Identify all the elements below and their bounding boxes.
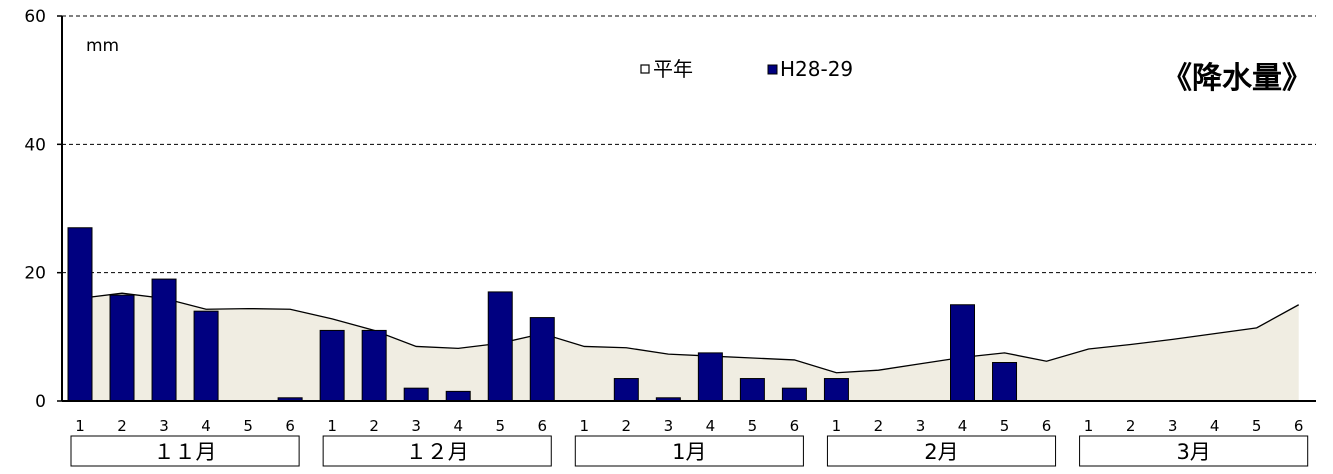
x-tick-label-4: 4	[201, 417, 211, 435]
bar-18	[781, 387, 807, 402]
x-tick-label-19: 1	[832, 417, 842, 435]
legend-h28-29-label: H28-29	[780, 57, 853, 81]
y-tick-label-40: 40	[24, 135, 46, 155]
unit-label: mm	[86, 36, 119, 56]
month-label-1: １１月	[154, 440, 217, 464]
month-box-1	[70, 435, 300, 467]
month-box-4	[826, 435, 1057, 467]
month-label-5: 3月	[1176, 440, 1210, 464]
y-tick-label-60: 60	[24, 7, 46, 27]
y-tick-label-0: 0	[35, 392, 46, 412]
x-tick-label-7: 1	[327, 417, 337, 435]
bar-11	[487, 291, 513, 402]
bar-3	[151, 278, 177, 402]
x-tick-label-12: 6	[537, 417, 547, 435]
month-box-3	[574, 435, 804, 467]
x-tick-label-5: 5	[243, 417, 253, 435]
y-tick-label-20: 20	[24, 264, 46, 284]
x-tick-label-25: 1	[1084, 417, 1094, 435]
bar-14	[613, 378, 639, 402]
x-tick-label-9: 3	[411, 417, 421, 435]
x-tick-label-6: 6	[285, 417, 295, 435]
x-tick-label-8: 2	[369, 417, 379, 435]
x-tick-label-28: 4	[1210, 417, 1220, 435]
bar-22	[950, 304, 976, 402]
bar-17	[739, 378, 765, 402]
bar-16	[697, 352, 723, 402]
x-tick-label-1: 1	[75, 417, 85, 435]
month-label-2: １２月	[406, 440, 469, 464]
month-box-2	[322, 435, 552, 467]
x-tick-label-17: 5	[748, 417, 758, 435]
x-tick-label-23: 5	[1000, 417, 1010, 435]
month-label-boxes: １１月 １２月 1月 2月 3月	[70, 435, 1309, 467]
bar-1	[67, 227, 93, 402]
normal-line-series	[79, 292, 1300, 374]
h28-29-bar-series	[67, 227, 1018, 402]
x-axis-tick-labels: 1 2 3 4 5 6 1 2 3 4 5 6 1 2 3 4 5 6 1 2 3 4 5 6 1 2 3 4 5 6	[75, 417, 1303, 435]
x-tick-label-14: 2	[622, 417, 632, 435]
y-axis-tick-labels: 0 20 40 60	[24, 7, 46, 412]
x-tick-label-27: 3	[1168, 417, 1178, 435]
legend-normal-swatch	[640, 64, 650, 74]
x-tick-label-2: 2	[117, 417, 127, 435]
legend-h28-29-swatch	[767, 64, 778, 75]
x-tick-label-11: 5	[495, 417, 505, 435]
grid-lines	[57, 15, 1316, 402]
x-tick-label-13: 1	[580, 417, 590, 435]
bar-2	[109, 294, 135, 402]
x-tick-label-24: 6	[1042, 417, 1052, 435]
month-label-4: 2月	[924, 440, 958, 464]
x-tick-label-26: 2	[1126, 417, 1136, 435]
bar-10	[445, 390, 471, 402]
month-box-5	[1079, 435, 1309, 467]
bar-4	[193, 310, 219, 402]
x-tick-label-20: 2	[874, 417, 884, 435]
bar-9	[403, 387, 429, 402]
x-tick-label-15: 3	[664, 417, 674, 435]
bar-23	[992, 362, 1018, 402]
chart-title: 《降水量》	[1162, 61, 1312, 96]
x-tick-label-10: 4	[453, 417, 463, 435]
legend-normal-label: 平年	[653, 57, 693, 81]
x-tick-label-16: 4	[706, 417, 716, 435]
legend: 平年 H28-29	[640, 57, 853, 81]
x-tick-label-3: 3	[159, 417, 169, 435]
x-tick-label-29: 5	[1252, 417, 1262, 435]
bar-12	[529, 317, 555, 402]
bar-19	[823, 378, 849, 402]
x-tick-label-21: 3	[916, 417, 926, 435]
bar-8	[361, 329, 387, 402]
x-tick-label-22: 4	[958, 417, 968, 435]
bar-7	[319, 329, 345, 402]
month-label-3: 1月	[672, 440, 706, 464]
x-tick-label-30: 6	[1294, 417, 1304, 435]
x-tick-label-18: 6	[790, 417, 800, 435]
axes	[61, 16, 1316, 402]
